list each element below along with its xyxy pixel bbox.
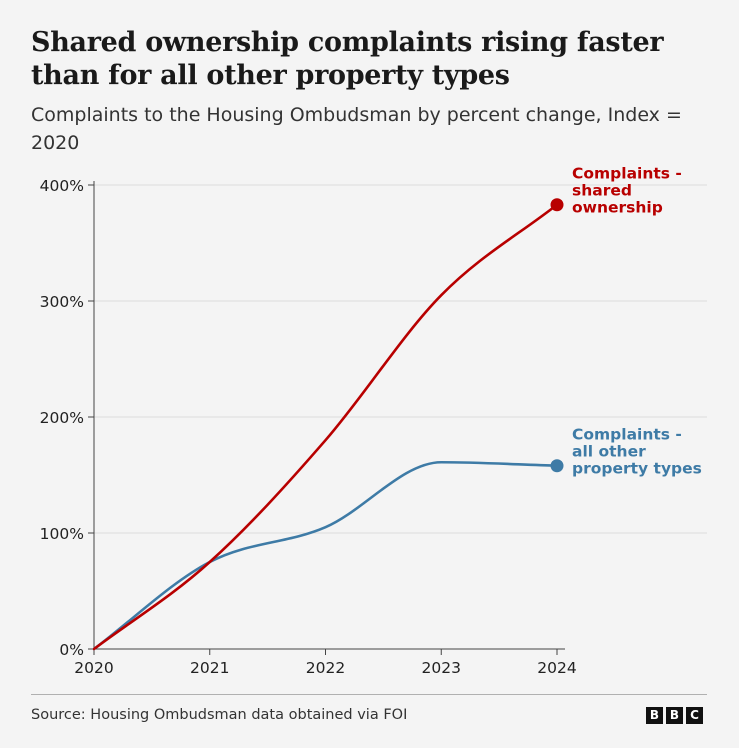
chart-subtitle: Complaints to the Housing Ombudsman by p… — [31, 104, 682, 154]
bbc-logo-block: B — [666, 707, 683, 724]
chart-title: Shared ownership complaints rising faste… — [31, 27, 664, 91]
x-tick-label: 2023 — [422, 659, 461, 677]
series-line — [92, 203, 559, 651]
series-end-marker — [550, 198, 564, 212]
series-label-line: ownership — [572, 199, 663, 217]
y-tick-label: 400% — [40, 177, 84, 195]
y-tick-label: 200% — [40, 409, 84, 427]
x-tick-label: 2022 — [306, 659, 345, 677]
series-label-line: shared — [572, 182, 632, 200]
y-tick-label: 100% — [40, 525, 84, 543]
series-label-line: Complaints - — [572, 165, 682, 183]
series-label-line: Complaints - — [572, 426, 682, 444]
series-label-line: all other — [572, 443, 646, 461]
x-tick-label: 2020 — [74, 659, 113, 677]
x-tick-label: 2024 — [537, 659, 576, 677]
line-chart: 0% 100% 200% 300% 400% 2020 2021 2022 2023 2024 Co… — [40, 165, 707, 677]
bbc-logo-block: B — [646, 707, 663, 724]
source-note: Source: Housing Ombudsman data obtained … — [31, 707, 408, 723]
series-label-line: property types — [572, 460, 702, 478]
footer-divider — [31, 694, 707, 695]
y-tick-label: 0% — [59, 641, 84, 659]
series-label: Complaints -shared ownership — [572, 165, 682, 217]
bbc-logo: B B C — [646, 707, 703, 724]
series-line — [92, 460, 559, 651]
bbc-logo-block: C — [686, 707, 703, 724]
series-label: Complaints -all other property types — [572, 426, 702, 478]
series-end-marker — [550, 459, 564, 473]
x-tick-label: 2021 — [190, 659, 229, 677]
y-tick-label: 300% — [40, 293, 84, 311]
